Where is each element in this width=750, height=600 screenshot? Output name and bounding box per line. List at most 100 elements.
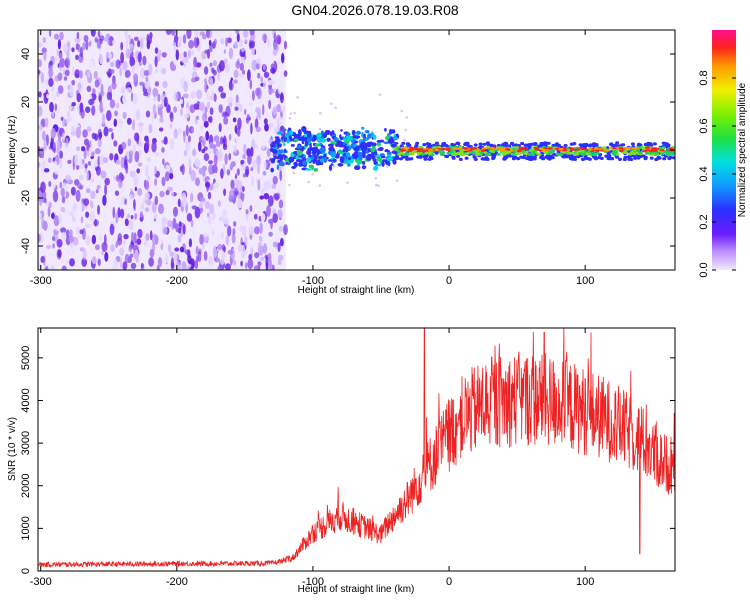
noise-cell [38,59,42,68]
noise-speck [319,111,322,115]
noise-cell [227,96,234,103]
noise-cell [56,238,63,248]
noise-cell [177,127,182,135]
noise-cell [220,136,224,145]
noise-cell [63,42,68,54]
noise-cell [184,249,191,255]
noise-cell [40,72,45,84]
signal-cell [271,149,278,154]
noise-cell [199,101,205,111]
band-edge [482,142,487,146]
signal-cell [293,151,298,155]
noise-cell [85,39,89,51]
noise-cell [217,243,223,251]
noise-cell [223,58,228,64]
signal-cell [376,140,382,143]
noise-cell [58,213,62,224]
noise-cell [79,102,84,113]
noise-cell [268,99,271,110]
band-edge [442,141,447,146]
noise-cell [50,127,56,139]
noise-cell [62,253,67,265]
signal-cell [283,128,287,132]
noise-cell [206,92,210,101]
signal-cell [337,163,344,167]
noise-cell [259,256,265,261]
noise-cell [51,182,56,189]
band-mid [635,148,641,152]
spectrogram-ytick-label: 0 [20,147,32,153]
colorbar-label: Normalized spectral amplitude [737,82,748,217]
noise-cell [104,177,110,186]
signal-cell [313,168,319,172]
noise-cell [76,31,80,39]
signal-cell [384,149,389,152]
snr-ytick-label: 5000 [20,346,32,370]
snr-series-line [38,328,675,569]
noise-speck [374,177,378,180]
band-mid [638,151,643,155]
noise-cell [79,247,85,252]
noise-cell [134,213,138,220]
noise-cell [85,188,91,194]
band-core [612,147,617,150]
band-edge [445,154,449,159]
noise-cell [124,198,127,205]
signal-cell [370,147,376,153]
noise-cell [224,217,229,227]
noise-cell [239,62,244,71]
noise-speck [311,173,314,176]
noise-cell [208,160,213,165]
noise-cell [240,244,246,253]
signal-cell [389,128,393,135]
noise-cell [225,234,230,246]
noise-cell [65,210,70,215]
noise-cell [139,211,144,218]
noise-cell [257,179,261,191]
band-edge [472,155,477,159]
noise-cell [218,216,225,222]
signal-cell [312,134,317,141]
noise-cell [40,255,45,264]
noise-cell [256,87,262,100]
noise-speck [404,128,407,132]
band-core [445,147,451,150]
noise-cell [167,220,173,228]
noise-cell [50,141,54,150]
signal-cell [303,130,310,135]
noise-cell [258,241,262,251]
noise-cell [106,110,112,122]
noise-cell [89,210,96,223]
band-core [583,148,588,151]
noise-cell [181,195,187,208]
band-mid [649,151,654,155]
noise-cell [134,132,140,142]
noise-cell [39,212,42,219]
noise-cell [137,162,143,167]
noise-cell [237,77,242,90]
band-core [417,148,423,151]
noise-cell [101,250,104,256]
noise-cell [251,175,255,187]
noise-cell [244,235,248,247]
noise-cell [114,110,118,117]
signal-cell [380,155,386,159]
band-core [463,147,469,150]
noise-cell [45,265,49,270]
noise-cell [249,248,253,255]
noise-cell [65,229,70,237]
noise-cell [278,199,284,209]
noise-cell [191,149,197,157]
noise-speck [400,109,404,113]
noise-cell [154,56,158,68]
signal-cell [367,133,372,140]
noise-cell [137,40,141,48]
noise-cell [59,158,63,169]
noise-cell [245,165,250,176]
noise-cell [157,106,163,116]
spectrogram-xtick-label: 100 [576,275,594,287]
noise-cell [120,86,126,94]
noise-cell [233,221,237,227]
noise-cell [151,243,156,253]
noise-cell [61,231,66,242]
